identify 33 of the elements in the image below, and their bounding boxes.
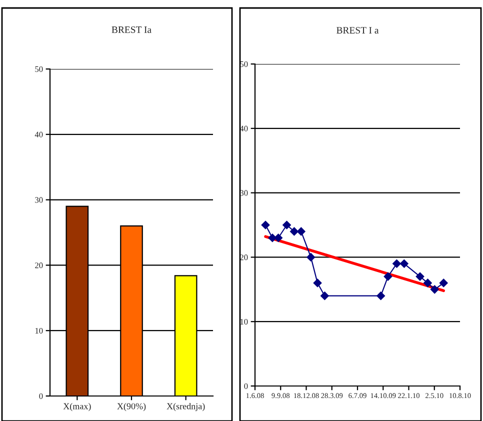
point — [424, 278, 432, 288]
point — [430, 285, 439, 294]
y-tick-label: 50 — [240, 61, 248, 67]
chart-title: BREST I a — [336, 27, 379, 34]
y-tick-label: 10 — [240, 318, 248, 325]
point — [400, 260, 408, 268]
y-tick-label: 40 — [34, 132, 43, 138]
y-tick-label: 20 — [240, 254, 248, 260]
y-tick-label: 20 — [35, 262, 43, 268]
point — [439, 278, 448, 288]
y-tick-label: 40 — [240, 126, 248, 132]
y-tick-label: 30 — [35, 197, 43, 203]
y-tick-label: 0 — [244, 383, 248, 389]
x-tick-label: X(srednja) — [166, 402, 205, 412]
y-tick-label: 30 — [240, 190, 248, 196]
y-tick-label: 0 — [39, 393, 43, 399]
point — [376, 292, 385, 300]
point — [290, 227, 298, 236]
x-tick-label: X(90%) — [117, 402, 146, 412]
point — [306, 253, 315, 262]
point — [313, 278, 322, 288]
y-tick-label: 10 — [35, 328, 43, 334]
x-tick-label: X(max) — [63, 402, 91, 412]
point — [416, 272, 424, 281]
point — [261, 220, 270, 230]
point — [392, 260, 401, 268]
point — [384, 272, 392, 281]
point — [320, 292, 329, 300]
chart-title: BREST Ia — [112, 26, 152, 33]
y-tick-label: 50 — [35, 66, 43, 72]
point — [296, 227, 306, 236]
point — [282, 220, 291, 230]
point — [274, 234, 282, 242]
